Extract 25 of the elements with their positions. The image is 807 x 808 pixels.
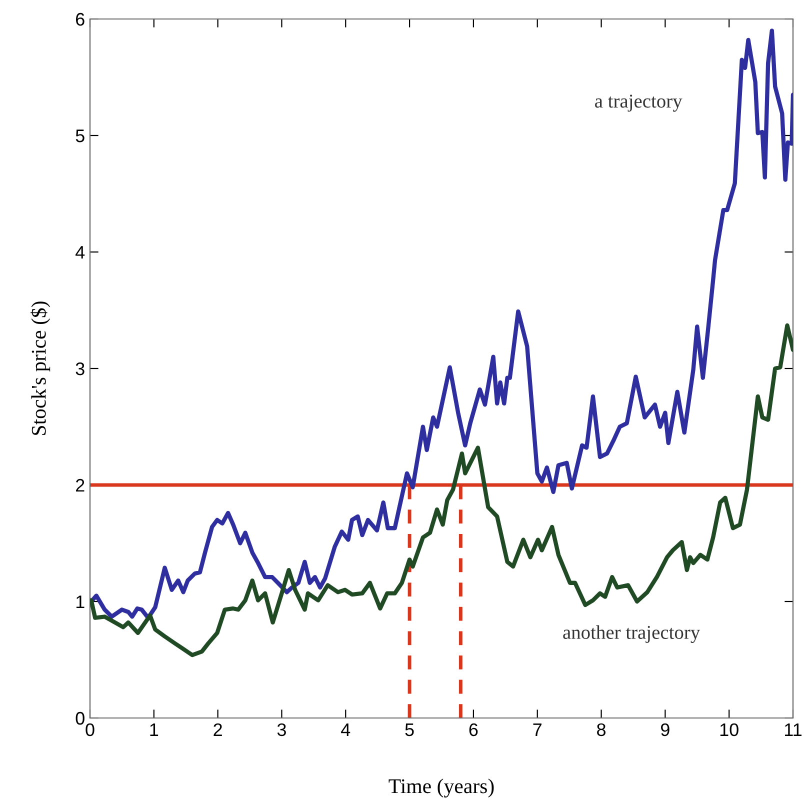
y-tick-label: 0	[76, 712, 84, 725]
y-tick-label: 1	[76, 596, 84, 608]
y-tick-label: 6	[76, 12, 84, 26]
y-tick-label: 3	[76, 362, 84, 376]
y-tick-label: 5	[76, 130, 84, 142]
x-tick-label: 0	[86, 723, 94, 736]
x-tick-label: 3	[277, 723, 286, 736]
y-axis-title: Stock's price ($)	[30, 302, 50, 435]
x-tick-label: 1	[150, 724, 158, 736]
x-tick-label: 8	[597, 723, 606, 736]
x-tick-label: 4	[341, 724, 350, 736]
x-tick-label: 7	[533, 724, 542, 736]
x-tick-label: 9	[661, 723, 670, 736]
x-tick-label: 11	[785, 724, 802, 736]
x-tick-label: 2	[214, 723, 222, 736]
y-tick-label: 2	[76, 478, 84, 492]
x-axis-title: Time (years)	[388, 778, 494, 798]
line-series	[90, 28, 793, 620]
x-tick-label: 10	[720, 723, 738, 736]
x-tick-label: 5	[405, 724, 414, 736]
y-tick-label: 4	[76, 246, 85, 259]
text: a trajectory	[595, 94, 682, 112]
x-tick-label: 6	[469, 723, 478, 736]
line-series	[90, 323, 793, 658]
series-label: another trajectory	[563, 625, 700, 643]
